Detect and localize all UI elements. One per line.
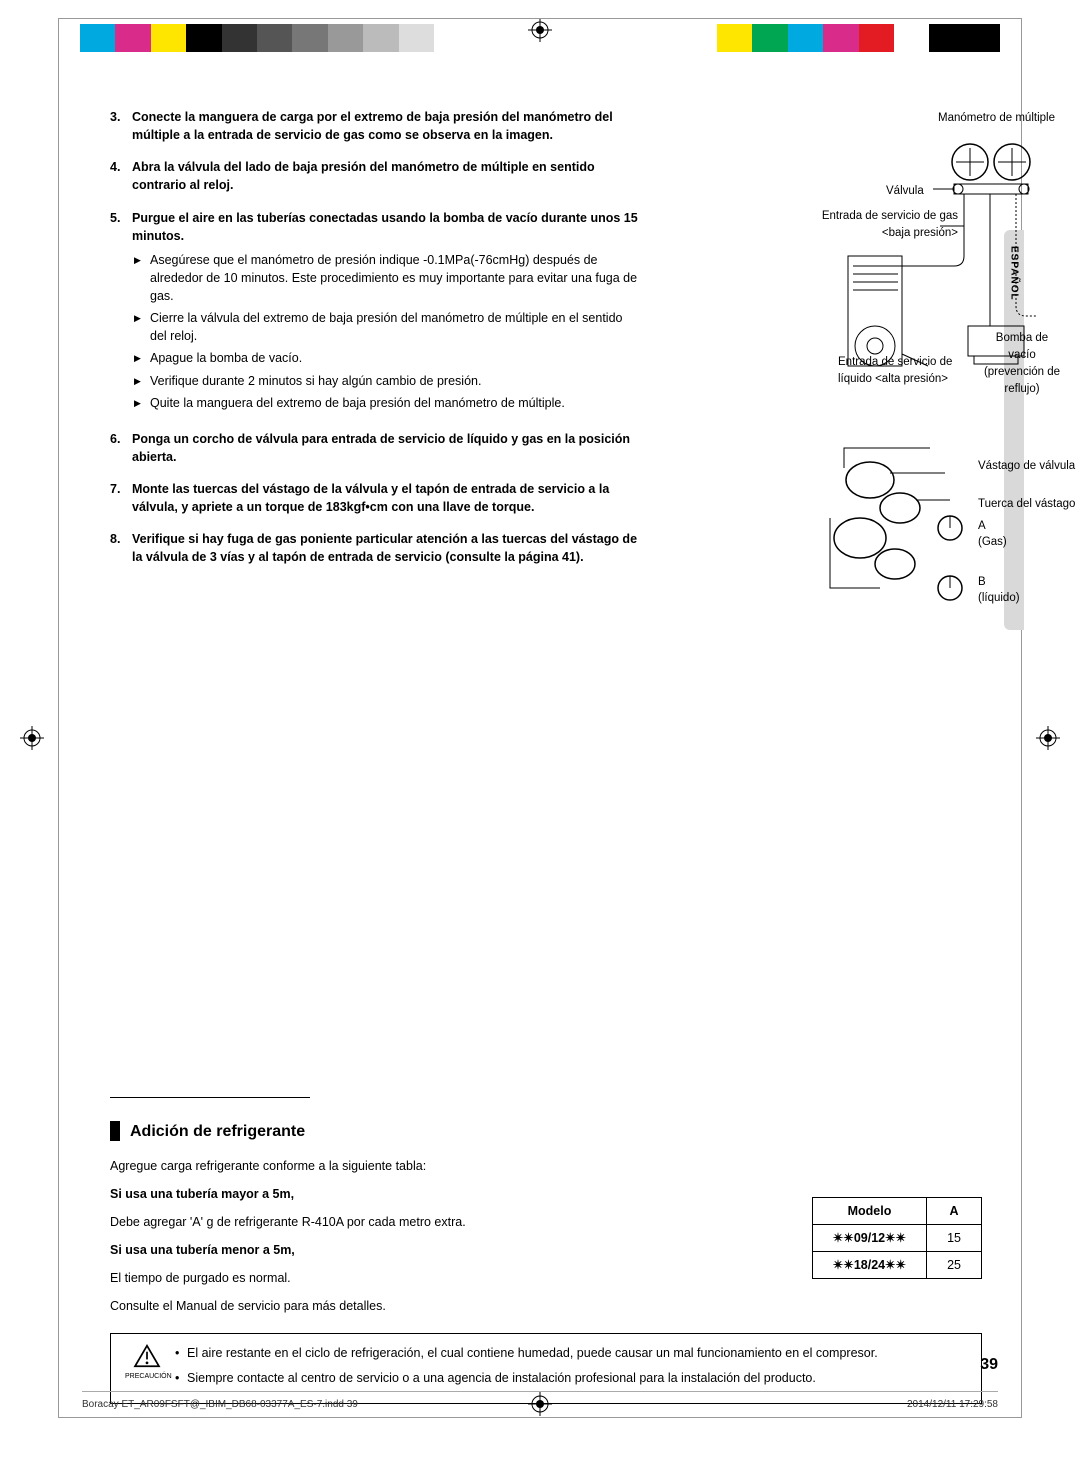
refrig-menor-head: Si usa una tubería menor a 5m, (110, 1241, 630, 1259)
instruction-substep: Cierre la válvula del extremo de baja pr… (132, 309, 640, 345)
refrig-menor-text: El tiempo de purgado es normal. (110, 1269, 630, 1287)
instruction-step: 3.Conecte la manguera de carga por el ex… (110, 108, 640, 144)
instruction-step: 7.Monte las tuercas del vástago de la vá… (110, 480, 640, 516)
refrig-mayor-text: Debe agregar 'A' g de refrigerante R-410… (110, 1213, 630, 1231)
valve-diagram: Vástago de válvula Tuerca del vástago A … (800, 418, 1080, 638)
table-cell: 15 (927, 1224, 982, 1251)
table-header: A (927, 1197, 982, 1224)
registration-mark (20, 726, 44, 750)
table-cell: ✴✴18/24✴✴ (812, 1251, 926, 1278)
refrig-consulte: Consulte el Manual de servicio para más … (110, 1297, 630, 1315)
diagram-label: Tuerca del vástago (978, 496, 1080, 513)
instruction-step: 5.Purgue el aire en las tuberías conecta… (110, 209, 640, 416)
page-number: 39 (980, 1353, 998, 1376)
diagram-label: (Gas) (978, 534, 1007, 551)
table-row: ✴✴09/12✴✴15 (812, 1224, 981, 1251)
instruction-substep: Quite la manguera del extremo de baja pr… (132, 394, 640, 412)
diagram-label: (prevención de reflujo) (972, 364, 1072, 397)
instruction-step: 4.Abra la válvula del lado de baja presi… (110, 158, 640, 194)
refrig-mayor-head: Si usa una tubería mayor a 5m, (110, 1185, 630, 1203)
diagram-label: Entrada de servicio de gas <baja presión… (818, 208, 958, 241)
caution-item: Siempre contacte al centro de servicio o… (175, 1369, 967, 1387)
instruction-step: 6.Ponga un corcho de válvula para entrad… (110, 430, 640, 466)
instruction-substep: Asegúrese que el manómetro de presión in… (132, 251, 640, 305)
table-cell: ✴✴09/12✴✴ (812, 1224, 926, 1251)
instruction-substep: Apague la bomba de vacío. (132, 349, 640, 367)
valve-svg (800, 418, 1000, 618)
diagram-label: Bomba de vacío (982, 330, 1062, 363)
section-heading: Adición de refrigerante (110, 1120, 982, 1143)
footer-filename: Boracay ET_AR09FSFT@_IBIM_DB68-03377A_ES… (82, 1398, 358, 1413)
footer-date: 2014/12/11 17:29:58 (907, 1398, 998, 1413)
diagram-label: Válvula (886, 183, 924, 200)
table-header: Modelo (812, 1197, 926, 1224)
instruction-substep: Verifique durante 2 minutos si hay algún… (132, 372, 640, 390)
diagram-label: (líquido) (978, 590, 1020, 607)
print-footer: Boracay ET_AR09FSFT@_IBIM_DB68-03377A_ES… (82, 1391, 998, 1413)
table-row: ✴✴18/24✴✴25 (812, 1251, 981, 1278)
instruction-step: 8.Verifique si hay fuga de gas poniente … (110, 530, 640, 566)
diagram-label: Vástago de válvula (978, 458, 1078, 475)
section-title: Adición de refrigerante (130, 1120, 305, 1143)
section-rule (110, 1097, 310, 1098)
model-table: ModeloA ✴✴09/12✴✴15✴✴18/24✴✴25 (812, 1197, 982, 1279)
diagram-label: Entrada de servicio de líquido <alta pre… (838, 354, 978, 387)
caution-label: PRECAUCIÓN (125, 1372, 169, 1382)
page-content: 3.Conecte la manguera de carga por el ex… (110, 108, 982, 1404)
diagram-label: Manómetro de múltiple (938, 110, 1055, 127)
instruction-steps: 3.Conecte la manguera de carga por el ex… (110, 108, 640, 567)
refrigerant-text: Agregue carga refrigerante conforme a la… (110, 1157, 630, 1316)
registration-mark (1036, 726, 1060, 750)
table-cell: 25 (927, 1251, 982, 1278)
refrig-intro: Agregue carga refrigerante conforme a la… (110, 1157, 630, 1175)
diagram-label: B (978, 574, 986, 591)
warning-icon: PRECAUCIÓN (125, 1344, 169, 1382)
diagram-label: A (978, 518, 986, 535)
caution-item: El aire restante en el ciclo de refriger… (175, 1344, 967, 1362)
